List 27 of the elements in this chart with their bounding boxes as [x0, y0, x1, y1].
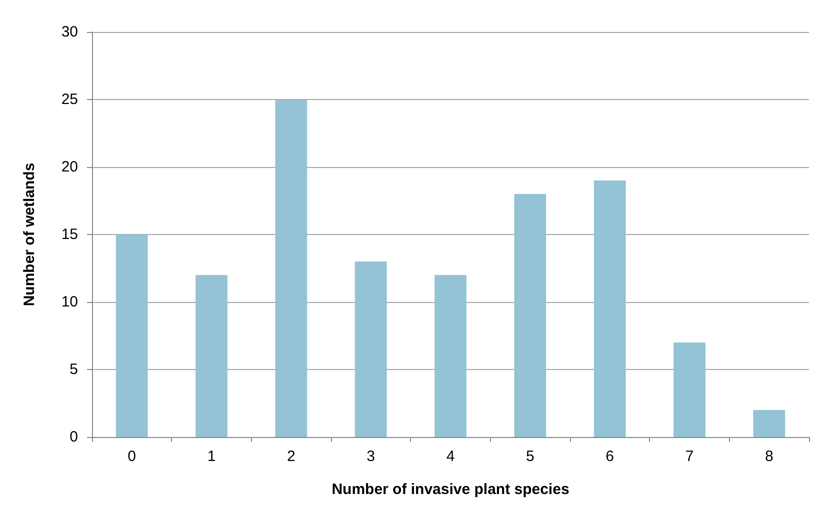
x-tick-label: 4	[446, 448, 455, 465]
bar	[354, 262, 387, 437]
bar	[196, 275, 228, 437]
y-tick-label: 15	[61, 226, 78, 243]
bar	[674, 342, 706, 437]
x-tick-label: 7	[685, 448, 694, 465]
x-tick-label: 5	[526, 448, 534, 465]
x-tick-label: 2	[286, 448, 296, 465]
x-tick-label: 8	[764, 448, 774, 465]
x-tick-label: 0	[128, 448, 136, 465]
bar	[275, 100, 308, 437]
x-tick-label: 6	[606, 448, 614, 465]
y-tick-label: 30	[61, 24, 78, 40]
bar	[116, 234, 148, 437]
y-tick-label: 20	[61, 158, 78, 176]
bar	[514, 194, 546, 437]
y-tick-label: 25	[61, 91, 78, 108]
x-tick-label: 3	[366, 448, 376, 465]
y-tick-label: 10	[61, 294, 78, 310]
bar	[434, 275, 466, 437]
y-axis-title: Number of wetlands	[21, 162, 38, 306]
y-tick-label: 0	[70, 428, 78, 446]
x-axis-title: Number of invasive plant species	[332, 481, 570, 498]
bar	[594, 180, 626, 437]
bar	[753, 410, 786, 437]
y-tick-label: 5	[70, 361, 78, 378]
x-tick-label: 1	[207, 448, 216, 465]
